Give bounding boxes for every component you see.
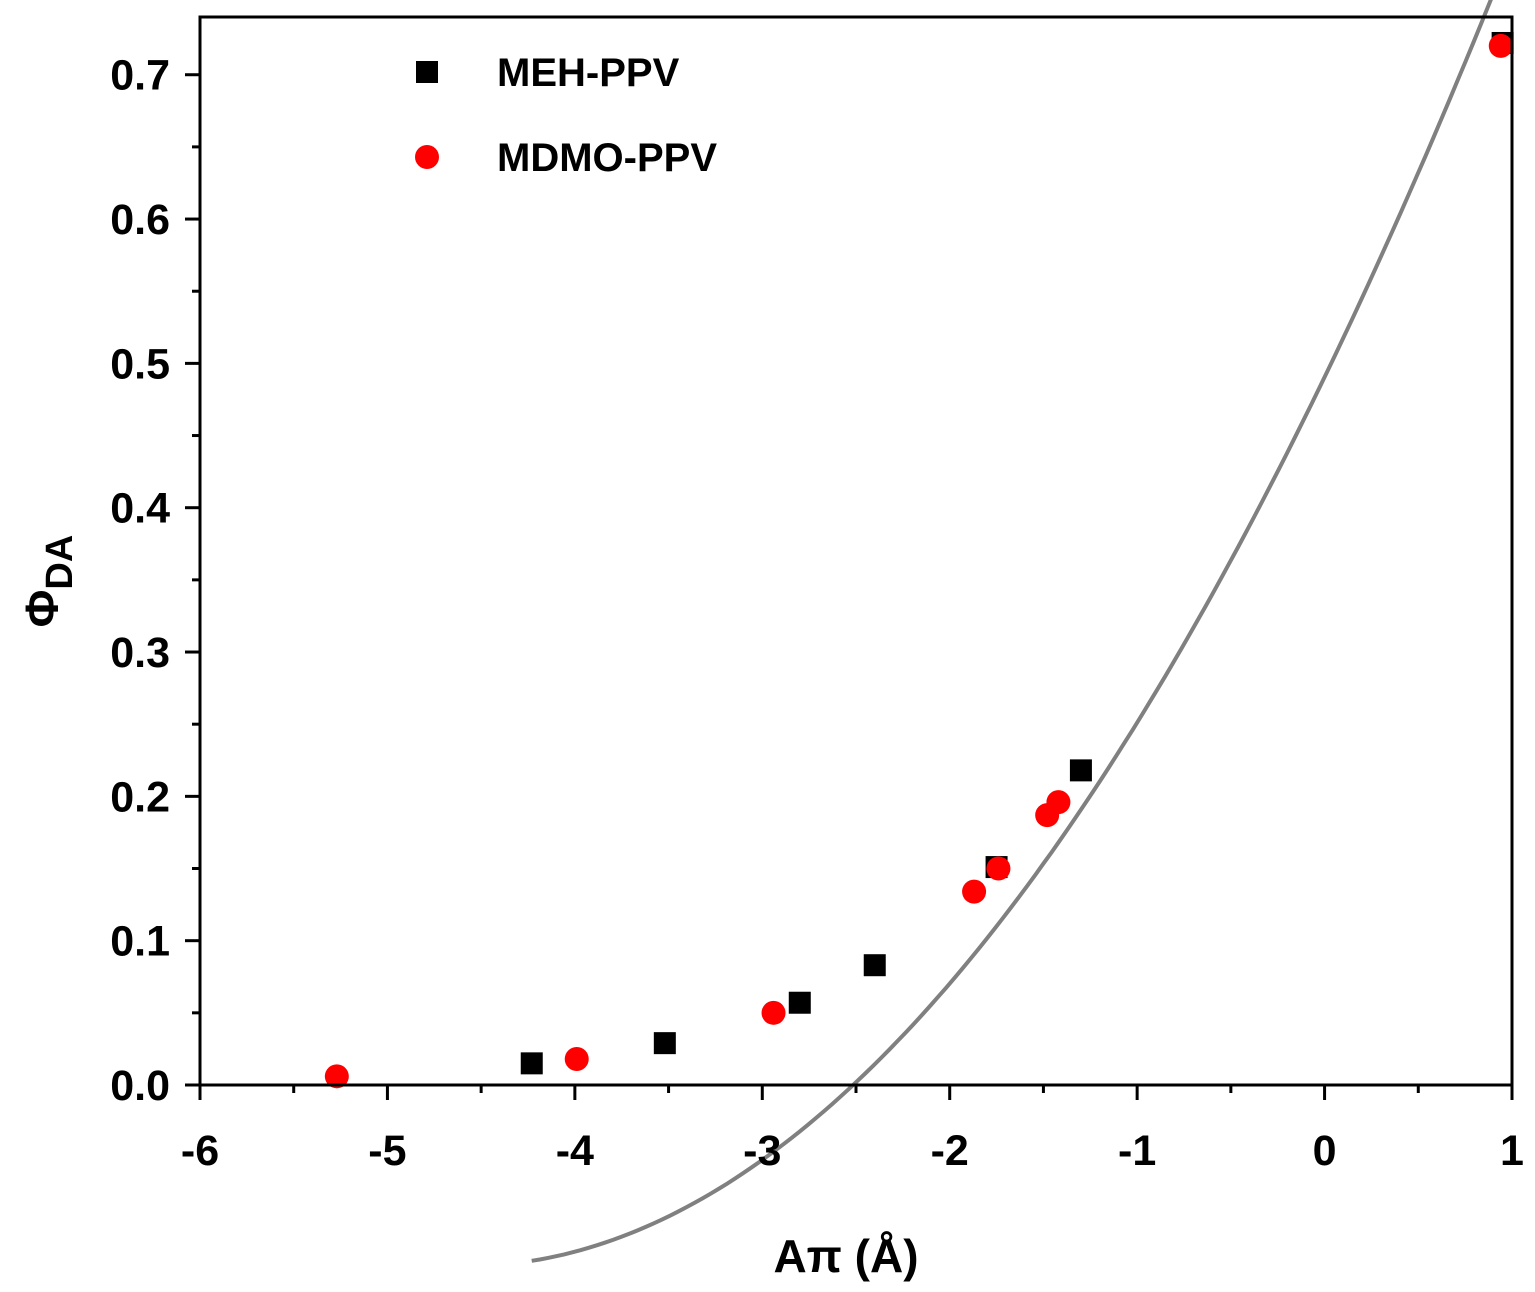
y-tick-label: 0.7 [110,52,170,100]
meh-ppv-point [520,1052,543,1075]
legend-label-meh-ppv: MEH-PPV [497,51,680,95]
meh-ppv-point [653,1032,676,1055]
x-tick-label: -6 [181,1127,219,1175]
y-axis-title: ΦDA [16,535,81,628]
legend-marker-meh-ppv [416,61,438,83]
y-tick-label: 0.4 [110,485,170,533]
mdmo-ppv-point [962,879,987,904]
y-axis-title-main: Φ [16,590,68,628]
y-tick-label: 0.0 [110,1062,170,1110]
plot-frame [198,15,1514,1087]
y-tick-label: 0.1 [110,918,170,966]
y-tick-label: 0.3 [110,629,170,677]
meh-ppv-point [863,954,886,977]
y-tick-label: 0.5 [110,340,170,388]
y-tick-label: 0.6 [110,196,170,244]
x-tick-label: 1 [1500,1127,1524,1175]
mdmo-ppv-point [564,1047,589,1072]
x-tick-label: 0 [1313,1127,1337,1175]
mdmo-ppv-point [1046,790,1071,815]
y-tick-label: 0.2 [110,773,170,821]
mdmo-ppv-point [986,856,1011,881]
x-tick-label: -5 [368,1127,406,1175]
meh-ppv-point [1069,759,1092,782]
mdmo-ppv-point [324,1064,349,1089]
meh-ppv-point [788,991,811,1014]
legend-label-mdmo-ppv: MDMO-PPV [497,136,717,180]
x-axis-title: Aπ (Å) [773,1230,918,1282]
y-axis-title-subscript: DA [39,535,81,590]
mdmo-ppv-point [761,1000,786,1025]
fit-curve [531,0,1493,1263]
x-tick-label: -4 [556,1127,594,1175]
x-tick-label: -1 [1118,1127,1156,1175]
x-tick-label: -3 [743,1127,781,1175]
x-tick-label: -2 [931,1127,969,1175]
mdmo-ppv-point [1488,33,1513,58]
legend-marker-mdmo-ppv [415,145,439,169]
